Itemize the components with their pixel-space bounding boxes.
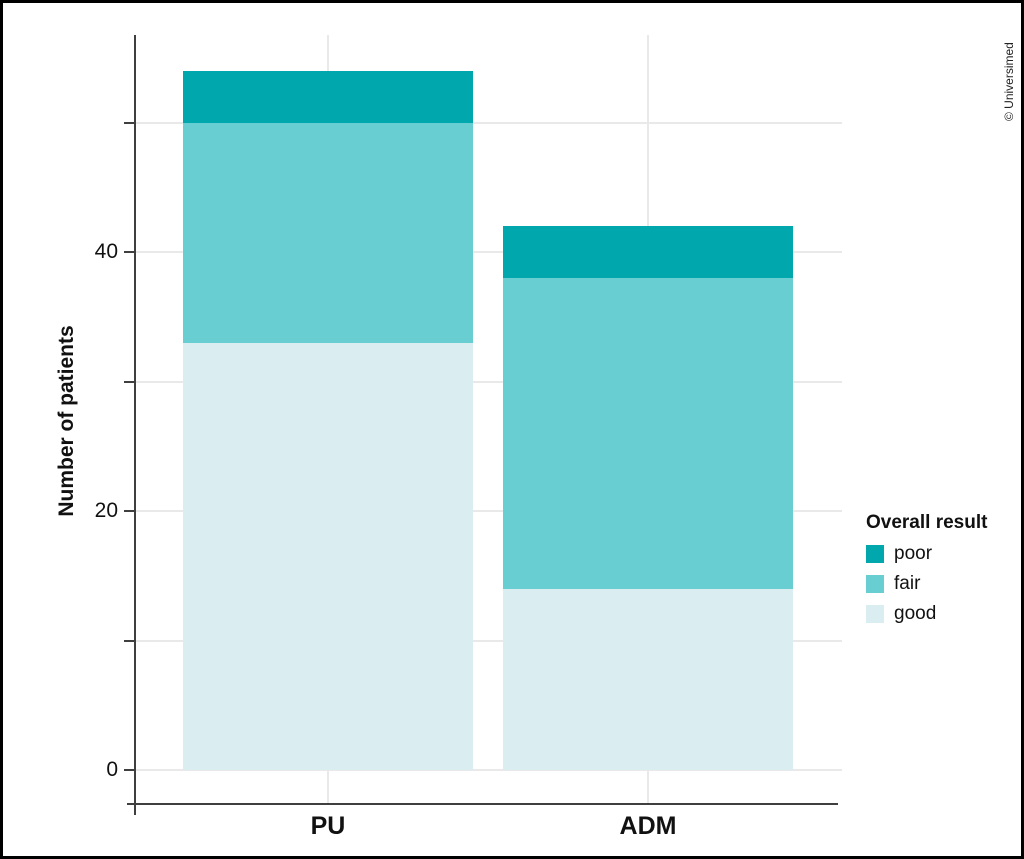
legend-swatch-fair-icon <box>866 575 884 593</box>
legend-item-label: poor <box>894 543 933 564</box>
x-category-label-ADM: ADM <box>619 812 677 840</box>
h-gridline-50 <box>134 122 842 124</box>
legend-item-poor: poor <box>866 543 987 564</box>
bar-segment-PU-fair <box>183 123 473 343</box>
legend-item-label: good <box>894 603 937 624</box>
y-tick-20 <box>124 510 134 512</box>
y-tick-50 <box>124 122 134 124</box>
h-gridline-40 <box>134 251 842 253</box>
y-tick-40 <box>124 251 134 253</box>
legend-swatch-poor-icon <box>866 545 884 563</box>
legend-title: Overall result <box>866 512 988 533</box>
copyright-watermark: © Universimed <box>1002 42 1016 121</box>
x-category-label-PU: PU <box>310 812 346 840</box>
y-tick-label-0: 0 <box>106 758 118 781</box>
legend-item-fair: fair <box>866 573 987 594</box>
legend-swatch-good-icon <box>866 605 884 623</box>
y-tick-0 <box>124 769 134 771</box>
h-gridline-10 <box>134 640 842 642</box>
y-tick-30 <box>124 381 134 383</box>
y-axis-line <box>134 35 136 815</box>
legend-items: poor fair good <box>866 543 987 624</box>
bar-segment-ADM-fair <box>503 278 793 589</box>
h-gridline-20 <box>134 510 842 512</box>
h-gridline-0 <box>134 769 842 771</box>
y-tick-label-40: 40 <box>94 240 118 263</box>
bar-segment-PU-good <box>183 343 473 770</box>
legend: Overall result poor fair good <box>866 512 987 635</box>
y-tick-label-20: 20 <box>94 499 118 522</box>
h-gridline-30 <box>134 381 842 383</box>
bar-segment-ADM-poor <box>503 226 793 278</box>
bar-segment-PU-poor <box>183 71 473 123</box>
legend-item-label: fair <box>894 573 921 594</box>
x-axis-line <box>127 803 838 805</box>
y-tick-10 <box>124 640 134 642</box>
legend-item-good: good <box>866 603 987 624</box>
y-axis-title: Number of patients <box>55 325 78 517</box>
bar-segment-ADM-good <box>503 589 793 770</box>
